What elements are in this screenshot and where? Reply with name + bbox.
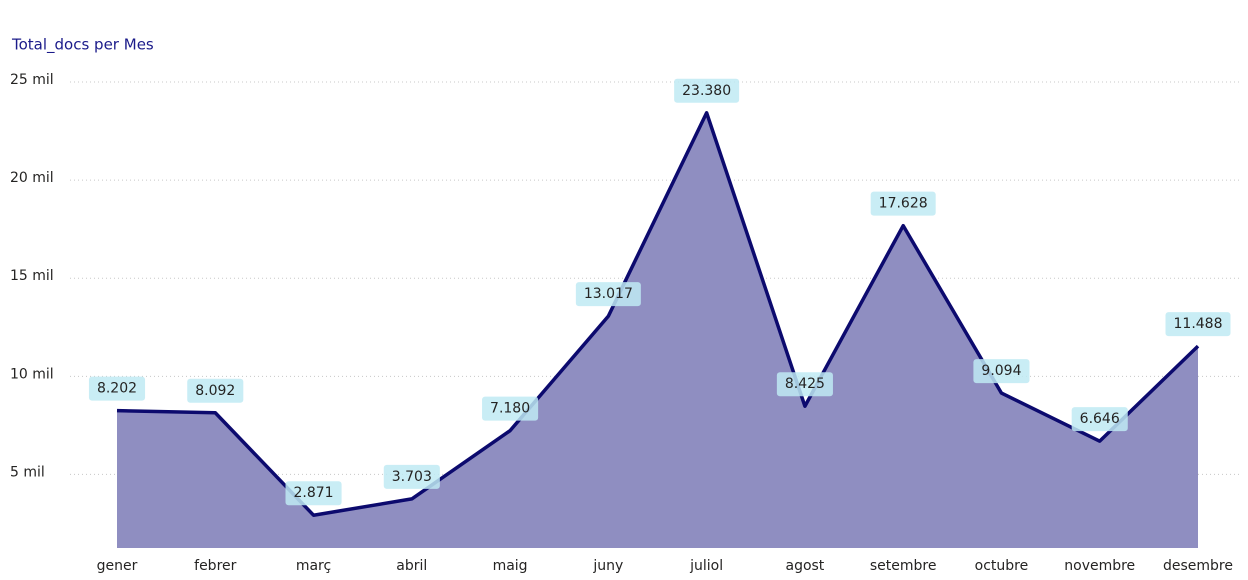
x-tick-label: desembre xyxy=(1163,558,1233,574)
data-label-bg xyxy=(870,191,936,216)
x-tick-label: novembre xyxy=(1064,558,1135,574)
data-label: 17.628 xyxy=(879,196,928,212)
data-label: 2.871 xyxy=(293,485,333,501)
data-label-bg xyxy=(1071,407,1128,432)
data-label-bg xyxy=(973,359,1030,384)
data-label: 11.488 xyxy=(1174,316,1223,332)
y-tick-label: 20 mil xyxy=(10,170,54,186)
data-label: 8.202 xyxy=(97,381,137,397)
x-tick-label: juliol xyxy=(689,558,723,574)
y-tick-label: 25 mil xyxy=(10,72,54,88)
x-tick-label: maig xyxy=(493,558,528,574)
area xyxy=(117,112,1198,549)
y-tick-label: 5 mil xyxy=(10,464,45,480)
data-label: 3.703 xyxy=(392,469,432,485)
data-label: 23.380 xyxy=(682,83,731,99)
x-tick-label: febrer xyxy=(194,558,236,574)
x-tick-label: abril xyxy=(396,558,427,574)
x-tick-label: març xyxy=(296,558,331,574)
data-label: 8.425 xyxy=(785,376,825,392)
x-tick-label: juny xyxy=(592,558,623,574)
data-label: 13.017 xyxy=(584,286,633,302)
data-label-bg xyxy=(1165,312,1231,337)
chart-title: Total_docs per Mes xyxy=(11,36,154,55)
data-label-bg xyxy=(383,464,440,489)
data-label-bg xyxy=(285,481,342,506)
data-label-bg xyxy=(674,78,740,103)
x-tick-label: gener xyxy=(97,558,138,574)
data-label-bg xyxy=(482,396,539,421)
data-label: 6.646 xyxy=(1080,411,1120,427)
y-tick-label: 10 mil xyxy=(10,366,54,382)
data-label-bg xyxy=(187,378,244,403)
data-label-bg xyxy=(776,372,833,397)
x-tick-label: setembre xyxy=(870,558,937,574)
data-label-bg xyxy=(575,282,641,307)
data-label-bg xyxy=(88,376,146,401)
data-label: 7.180 xyxy=(490,401,530,417)
data-label: 9.094 xyxy=(981,363,1021,379)
x-tick-label: octubre xyxy=(975,558,1029,574)
y-tick-label: 15 mil xyxy=(10,268,54,284)
data-label: 8.092 xyxy=(195,383,235,399)
x-tick-label: agost xyxy=(785,558,824,574)
